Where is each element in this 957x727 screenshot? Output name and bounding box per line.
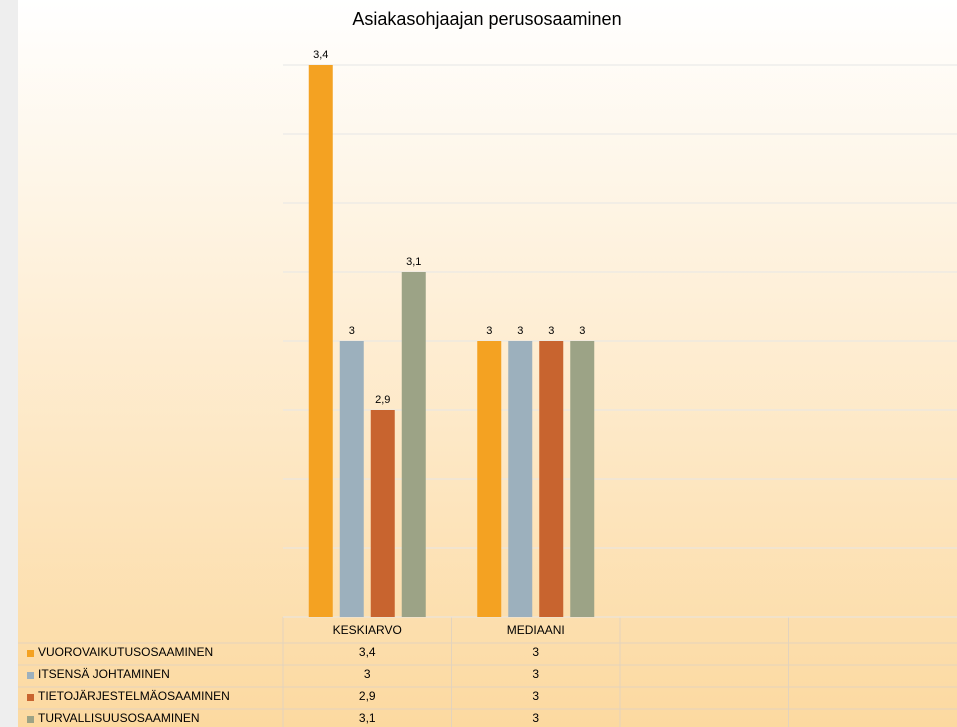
legend-label: TURVALLISUUSOSAAMINEN — [38, 711, 200, 725]
left-strip — [0, 0, 18, 727]
data-label: 3,4 — [313, 49, 328, 61]
table-cell: 3 — [532, 711, 539, 725]
x-tick-label: MEDIAANI — [507, 623, 565, 637]
bar — [570, 341, 595, 617]
legend-swatch — [27, 716, 34, 723]
table-cell: 3 — [532, 689, 539, 703]
data-label: 3 — [349, 325, 355, 337]
data-label: 3 — [548, 325, 554, 337]
table-cell: 3 — [532, 667, 539, 681]
data-label: 3 — [579, 325, 585, 337]
legend-label: ITSENSÄ JOHTAMINEN — [38, 667, 170, 681]
table-cell: 3 — [364, 667, 371, 681]
legend-swatch — [27, 694, 34, 701]
data-label: 3,1 — [406, 256, 421, 268]
table-cell: 3,4 — [359, 645, 376, 659]
bar — [308, 65, 333, 617]
data-table-grid — [18, 617, 957, 727]
legend-swatch — [27, 650, 34, 657]
bar — [477, 341, 502, 617]
table-cell: 3 — [532, 645, 539, 659]
data-label: 2,9 — [375, 394, 390, 406]
bar — [508, 341, 533, 617]
bar — [539, 341, 564, 617]
bar — [401, 272, 426, 617]
x-tick-label: KESKIARVO — [333, 623, 402, 637]
table-cell: 3,1 — [359, 711, 376, 725]
bar — [370, 410, 395, 617]
bar — [339, 341, 364, 617]
data-label: 3 — [486, 325, 492, 337]
legend-swatch — [27, 672, 34, 679]
chart-title: Asiakasohjaajan perusosaaminen — [352, 9, 621, 29]
legend-label: TIETOJÄRJESTELMÄOSAAMINEN — [38, 689, 230, 703]
table-cell: 2,9 — [359, 689, 376, 703]
legend-label: VUOROVAIKUTUSOSAAMINEN — [38, 645, 213, 659]
data-label: 3 — [517, 325, 523, 337]
